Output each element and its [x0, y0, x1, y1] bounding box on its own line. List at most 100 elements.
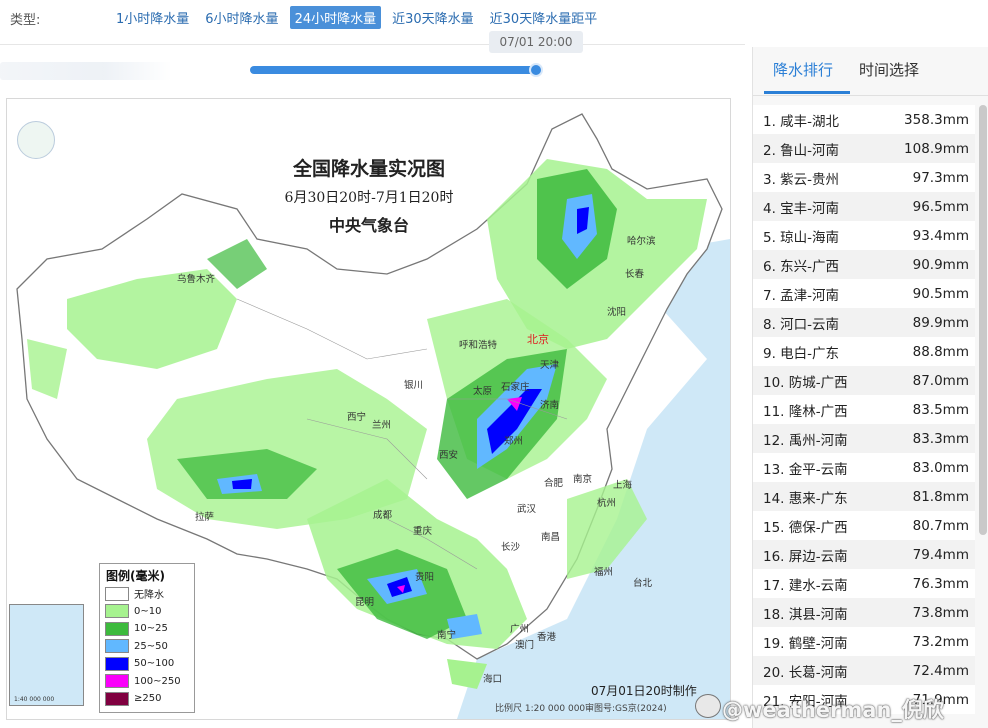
ranking-row[interactable]: 1. 咸丰-湖北 358.3mm — [753, 105, 975, 134]
ranking-row[interactable]: 10. 防城-广西 87.0mm — [753, 366, 975, 395]
ranking-row[interactable]: 15. 德保-广西 80.7mm — [753, 511, 975, 540]
rainfall-value: 90.9mm — [912, 256, 969, 273]
rainfall-value: 71.9mm — [912, 691, 969, 708]
city-label: 济南 — [540, 400, 560, 411]
city-label: 西宁 — [347, 412, 367, 423]
rainfall-value: 96.5mm — [912, 198, 969, 215]
rainfall-value: 80.7mm — [912, 517, 969, 534]
ranking-row[interactable]: 6. 东兴-广西 90.9mm — [753, 250, 975, 279]
tab-24h[interactable]: 24小时降水量 — [289, 6, 382, 29]
city-label: 沈阳 — [607, 307, 627, 318]
south-china-sea-inset: 1:40 000 000 — [9, 604, 84, 706]
station-name: 1. 咸丰-湖北 — [763, 113, 840, 130]
station-name: 19. 鹤壁-河南 — [763, 635, 848, 652]
precipitation-map: 全国降水量实况图 6月30日20时-7月1日20时 中央气象台 乌鲁木齐 哈尔滨… — [6, 98, 731, 720]
legend-title: 图例(毫米) — [106, 569, 165, 583]
rainfall-value: 76.3mm — [912, 575, 969, 592]
city-label: 天津 — [540, 360, 560, 371]
tab-time-select[interactable]: 时间选择 — [859, 61, 920, 79]
city-label: 贵阳 — [415, 572, 435, 583]
ranking-scrollbar[interactable] — [979, 105, 987, 535]
station-name: 8. 河口-云南 — [763, 316, 840, 333]
station-name: 10. 防城-广西 — [763, 374, 848, 391]
station-name: 16. 屏边-云南 — [763, 548, 848, 565]
time-slider-handle[interactable] — [529, 63, 543, 77]
station-name: 7. 孟津-河南 — [763, 287, 840, 304]
city-label: 拉萨 — [195, 512, 215, 523]
production-time: 07月01日20时制作 — [591, 684, 697, 698]
legend-label: 100~250 — [134, 675, 181, 687]
tab-rainfall-ranking[interactable]: 降水排行 — [773, 61, 834, 79]
ranking-row[interactable]: 12. 禹州-河南 83.3mm — [753, 424, 975, 453]
type-tabs: 1小时降水量 6小时降水量 24小时降水量 近30天降水量 近30天降水量距平 — [111, 6, 602, 29]
precip-type-bar: 类型: 1小时降水量 6小时降水量 24小时降水量 近30天降水量 近30天降水… — [0, 0, 988, 44]
city-label: 银川 — [404, 380, 424, 391]
type-label: 类型: — [10, 13, 41, 28]
tab-1h[interactable]: 1小时降水量 — [116, 12, 190, 27]
ranking-row[interactable]: 8. 河口-云南 89.9mm — [753, 308, 975, 337]
rainfall-value: 108.9mm — [904, 140, 969, 157]
legend-label: 10~25 — [134, 623, 168, 635]
legend-item: 50~100 — [100, 655, 194, 673]
city-label: 太原 — [473, 386, 493, 397]
city-label: 南昌 — [541, 532, 561, 543]
ranking-row[interactable]: 17. 建水-云南 76.3mm — [753, 569, 975, 598]
station-name: 15. 德保-广西 — [763, 519, 848, 536]
ranking-row[interactable]: 16. 屏边-云南 79.4mm — [753, 540, 975, 569]
station-name: 9. 电白-广东 — [763, 345, 840, 362]
legend-item: 无降水 — [100, 585, 194, 603]
city-label: 海口 — [483, 674, 503, 685]
tab-30d[interactable]: 近30天降水量 — [392, 12, 474, 27]
ranking-row[interactable]: 14. 惠来-广东 81.8mm — [753, 482, 975, 511]
station-name: 4. 宝丰-河南 — [763, 200, 840, 217]
ranking-row[interactable]: 7. 孟津-河南 90.5mm — [753, 279, 975, 308]
legend-swatch — [105, 586, 129, 601]
city-label: 上海 — [613, 480, 633, 491]
rainfall-value: 93.4mm — [912, 227, 969, 244]
city-label: 南京 — [573, 474, 593, 485]
legend-label: 25~50 — [134, 640, 168, 652]
ranking-list: 1. 咸丰-湖北 358.3mm 2. 鲁山-河南 108.9mm 3. 紫云-贵州 97… — [753, 105, 975, 714]
station-name: 12. 禹州-河南 — [763, 432, 848, 449]
inset-scale: 1:40 000 000 — [14, 696, 55, 703]
ranking-row[interactable]: 11. 隆林-广西 83.5mm — [753, 395, 975, 424]
city-label: 南宁 — [437, 630, 457, 641]
station-name: 17. 建水-云南 — [763, 577, 848, 594]
legend-item: 25~50 — [100, 638, 194, 656]
rainfall-value: 89.9mm — [912, 314, 969, 331]
ranking-row[interactable]: 13. 金平-云南 83.0mm — [753, 453, 975, 482]
city-label: 乌鲁木齐 — [177, 274, 216, 285]
ranking-row[interactable]: 18. 淇县-河南 73.8mm — [753, 598, 975, 627]
station-name: 14. 惠来-广东 — [763, 490, 848, 507]
time-slider-track[interactable] — [250, 66, 538, 74]
ranking-row[interactable]: 19. 鹤壁-河南 73.2mm — [753, 627, 975, 656]
tab-30d-anomaly[interactable]: 近30天降水量距平 — [489, 12, 598, 27]
ranking-row[interactable]: 9. 电白-广东 88.8mm — [753, 337, 975, 366]
city-label: 哈尔滨 — [627, 236, 656, 247]
station-name: 18. 淇县-河南 — [763, 606, 848, 623]
ranking-row[interactable]: 21. 安阳-河南 71.9mm — [753, 685, 975, 714]
legend-swatch — [105, 604, 129, 619]
ranking-row[interactable]: 2. 鲁山-河南 108.9mm — [753, 134, 975, 163]
divider — [0, 44, 745, 45]
ranking-row[interactable]: 20. 长葛-河南 72.4mm — [753, 656, 975, 685]
city-label: 昆明 — [355, 597, 375, 608]
ranking-row[interactable]: 5. 琼山-海南 93.4mm — [753, 221, 975, 250]
active-tab-indicator — [764, 91, 850, 94]
ranking-row[interactable]: 4. 宝丰-河南 96.5mm — [753, 192, 975, 221]
rainfall-value: 73.2mm — [912, 633, 969, 650]
rainfall-value: 81.8mm — [912, 488, 969, 505]
city-label: 石家庄 — [501, 382, 530, 393]
legend-item: 100~250 — [100, 673, 194, 691]
city-label: 呼和浩特 — [459, 340, 498, 351]
tab-6h[interactable]: 6小时降水量 — [205, 12, 279, 27]
rainfall-value: 83.3mm — [912, 430, 969, 447]
legend-item: 0~10 — [100, 603, 194, 621]
legend-swatch — [105, 639, 129, 654]
ranking-row[interactable]: 3. 紫云-贵州 97.3mm — [753, 163, 975, 192]
station-name: 2. 鲁山-河南 — [763, 142, 840, 159]
rainfall-value: 97.3mm — [912, 169, 969, 186]
cma-logo — [17, 121, 55, 159]
station-name: 21. 安阳-河南 — [763, 693, 848, 710]
legend-swatch — [105, 656, 129, 671]
